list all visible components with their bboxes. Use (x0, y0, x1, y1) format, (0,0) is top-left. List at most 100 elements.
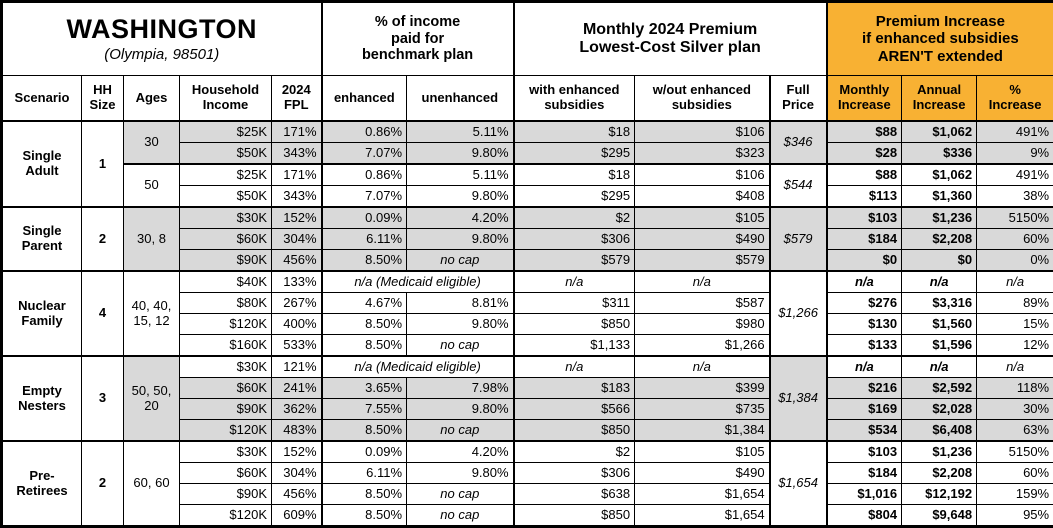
col-header-enhanced: enhanced (322, 76, 407, 122)
unenhanced-pct-cell: 9.80% (407, 399, 514, 420)
annual-increase-cell: $6,408 (902, 420, 977, 442)
annual-increase-cell: $2,028 (902, 399, 977, 420)
pct-increase-cell: 0% (977, 250, 1053, 272)
with-subsidies-cell: $295 (514, 186, 635, 208)
with-subsidies-cell: $850 (514, 505, 635, 527)
city-subtitle: (Olympia, 98501) (3, 46, 321, 63)
enhanced-pct-cell: 8.50% (322, 335, 407, 357)
income-cell: $90K (180, 250, 272, 272)
monthly-increase-cell: $0 (827, 250, 902, 272)
fpl-cell: 152% (272, 207, 322, 229)
unenhanced-pct-cell: 9.80% (407, 186, 514, 208)
income-cell: $50K (180, 186, 272, 208)
pct-increase-cell: 60% (977, 229, 1053, 250)
hh-size-cell: 3 (82, 356, 124, 441)
ages-cell: 30 (124, 121, 180, 164)
annual-increase-cell: $0 (902, 250, 977, 272)
with-subsidies-cell: $18 (514, 164, 635, 186)
monthly-increase-cell: $88 (827, 121, 902, 143)
income-cell: $30K (180, 441, 272, 463)
unenhanced-pct-cell: no cap (407, 484, 514, 505)
pct-increase-cell: 38% (977, 186, 1053, 208)
pct-increase-cell: 491% (977, 164, 1053, 186)
full-price-cell: $1,266 (770, 271, 827, 356)
unenhanced-pct-cell: no cap (407, 420, 514, 442)
fpl-cell: 171% (272, 164, 322, 186)
with-subsidies-cell: $311 (514, 293, 635, 314)
fpl-cell: 483% (272, 420, 322, 442)
enhanced-pct-cell: 6.11% (322, 229, 407, 250)
full-price-cell: $1,654 (770, 441, 827, 527)
annual-increase-cell: $9,648 (902, 505, 977, 527)
hh-size-cell: 1 (82, 121, 124, 207)
annual-increase-cell: $1,236 (902, 207, 977, 229)
income-cell: $90K (180, 484, 272, 505)
col-header-unenhanced: unenhanced (407, 76, 514, 122)
unenhanced-pct-cell: no cap (407, 335, 514, 357)
income-cell: $30K (180, 356, 272, 378)
with-subsidies-cell: $1,133 (514, 335, 635, 357)
pct-increase-cell: 159% (977, 484, 1053, 505)
enhanced-pct-cell: 0.86% (322, 121, 407, 143)
enhanced-pct-cell: 3.65% (322, 378, 407, 399)
full-price-cell: $544 (770, 164, 827, 207)
monthly-increase-cell: $169 (827, 399, 902, 420)
income-pct-group-header: % of income paid for benchmark plan (322, 2, 514, 76)
income-cell: $120K (180, 314, 272, 335)
monthly-increase-cell: $28 (827, 143, 902, 165)
pct-increase-cell: 30% (977, 399, 1053, 420)
unenhanced-pct-cell: 9.80% (407, 314, 514, 335)
with-subsidies-cell: $2 (514, 441, 635, 463)
annual-increase-cell: $1,062 (902, 121, 977, 143)
annual-increase-cell: $12,192 (902, 484, 977, 505)
income-cell: $60K (180, 378, 272, 399)
unenhanced-pct-cell: 5.11% (407, 121, 514, 143)
col-header-wout-subsidies: w/out enhanced subsidies (635, 76, 770, 122)
with-subsidies-cell: $850 (514, 420, 635, 442)
income-cell: $160K (180, 335, 272, 357)
annual-increase-cell: $1,560 (902, 314, 977, 335)
scenario-cell: Single Adult (2, 121, 82, 207)
ages-cell: 60, 60 (124, 441, 180, 527)
wout-subsidies-cell: $579 (635, 250, 770, 272)
fpl-cell: 152% (272, 441, 322, 463)
unenhanced-pct-cell: 4.20% (407, 441, 514, 463)
wout-subsidies-cell: $490 (635, 229, 770, 250)
monthly-increase-cell: $130 (827, 314, 902, 335)
income-cell: $80K (180, 293, 272, 314)
wout-subsidies-cell: $587 (635, 293, 770, 314)
unenhanced-pct-cell: 4.20% (407, 207, 514, 229)
full-price-cell: $579 (770, 207, 827, 271)
fpl-cell: 133% (272, 271, 322, 293)
monthly-increase-cell: $103 (827, 441, 902, 463)
fpl-cell: 241% (272, 378, 322, 399)
income-cell: $120K (180, 505, 272, 527)
ages-cell: 40, 40, 15, 12 (124, 271, 180, 356)
full-price-cell: $1,384 (770, 356, 827, 441)
monthly-increase-cell: $113 (827, 186, 902, 208)
income-cell: $40K (180, 271, 272, 293)
column-header-row: Scenario HH Size Ages Household Income 2… (2, 76, 1053, 122)
monthly-increase-cell: $184 (827, 229, 902, 250)
monthly-increase-cell: $804 (827, 505, 902, 527)
enhanced-pct-cell: 4.67% (322, 293, 407, 314)
enhanced-pct-cell: 7.07% (322, 143, 407, 165)
fpl-cell: 304% (272, 229, 322, 250)
state-title: WASHINGTON (3, 14, 321, 45)
medicaid-note-cell: n/a (Medicaid eligible) (322, 356, 514, 378)
wout-subsidies-cell: $106 (635, 164, 770, 186)
state-title-cell: WASHINGTON (Olympia, 98501) (2, 2, 322, 76)
fpl-cell: 533% (272, 335, 322, 357)
income-cell: $25K (180, 121, 272, 143)
col-header-scenario: Scenario (2, 76, 82, 122)
fpl-cell: 456% (272, 484, 322, 505)
col-header-with-subsidies: with enhanced subsidies (514, 76, 635, 122)
hh-size-cell: 4 (82, 271, 124, 356)
annual-increase-cell: $2,208 (902, 463, 977, 484)
medicaid-note-cell: n/a (Medicaid eligible) (322, 271, 514, 293)
col-header-pct-increase: % Increase (977, 76, 1053, 122)
